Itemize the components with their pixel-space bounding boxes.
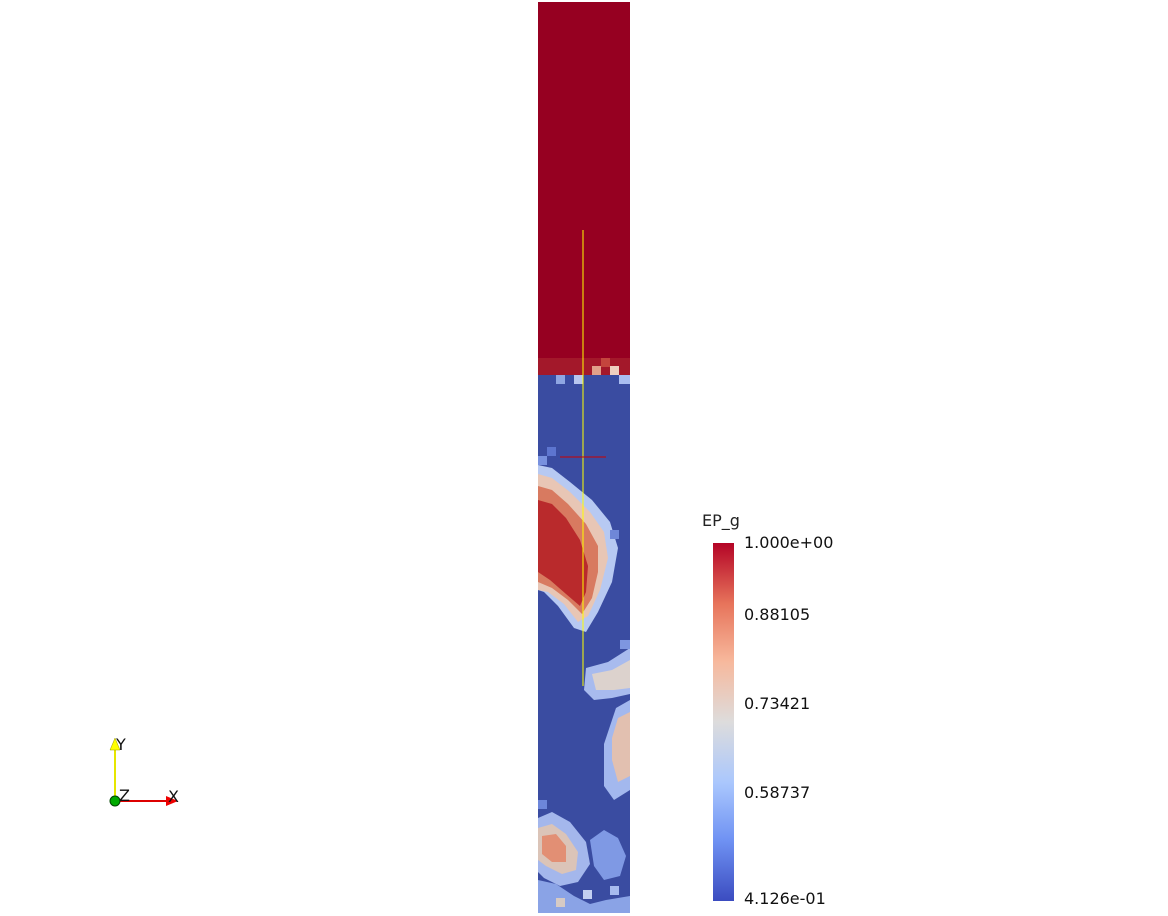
gas-plume-main	[538, 465, 618, 632]
scalar-bar-label: 0.73421	[744, 694, 811, 713]
scalar-bar-gradient[interactable]	[713, 543, 734, 901]
gas-bubble-right	[584, 648, 630, 800]
edge-cells	[538, 447, 630, 809]
scalar-bar-label-min: 4.126e-01	[744, 889, 826, 908]
scalar-bar-label: 0.88105	[744, 605, 811, 624]
axis-label-y: Y	[116, 735, 126, 754]
orientation-axes	[109, 737, 178, 807]
scalar-bar-title: EP_g	[702, 511, 740, 530]
region-high-ep	[538, 2, 630, 373]
axis-label-z: Z	[119, 786, 130, 805]
interface-cells	[556, 358, 630, 384]
gas-bubble-bottom	[538, 812, 630, 913]
scalar-bar-label: 0.58737	[744, 783, 811, 802]
axis-label-x: X	[168, 787, 179, 806]
scalar-bar-label-max: 1.000e+00	[744, 533, 834, 552]
